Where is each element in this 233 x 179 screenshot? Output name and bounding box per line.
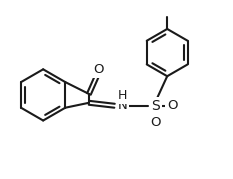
Text: S: S: [151, 99, 160, 113]
Text: O: O: [151, 116, 161, 129]
Text: O: O: [167, 99, 178, 112]
Text: H: H: [118, 89, 127, 102]
Text: N: N: [117, 99, 127, 112]
Text: O: O: [93, 63, 104, 76]
